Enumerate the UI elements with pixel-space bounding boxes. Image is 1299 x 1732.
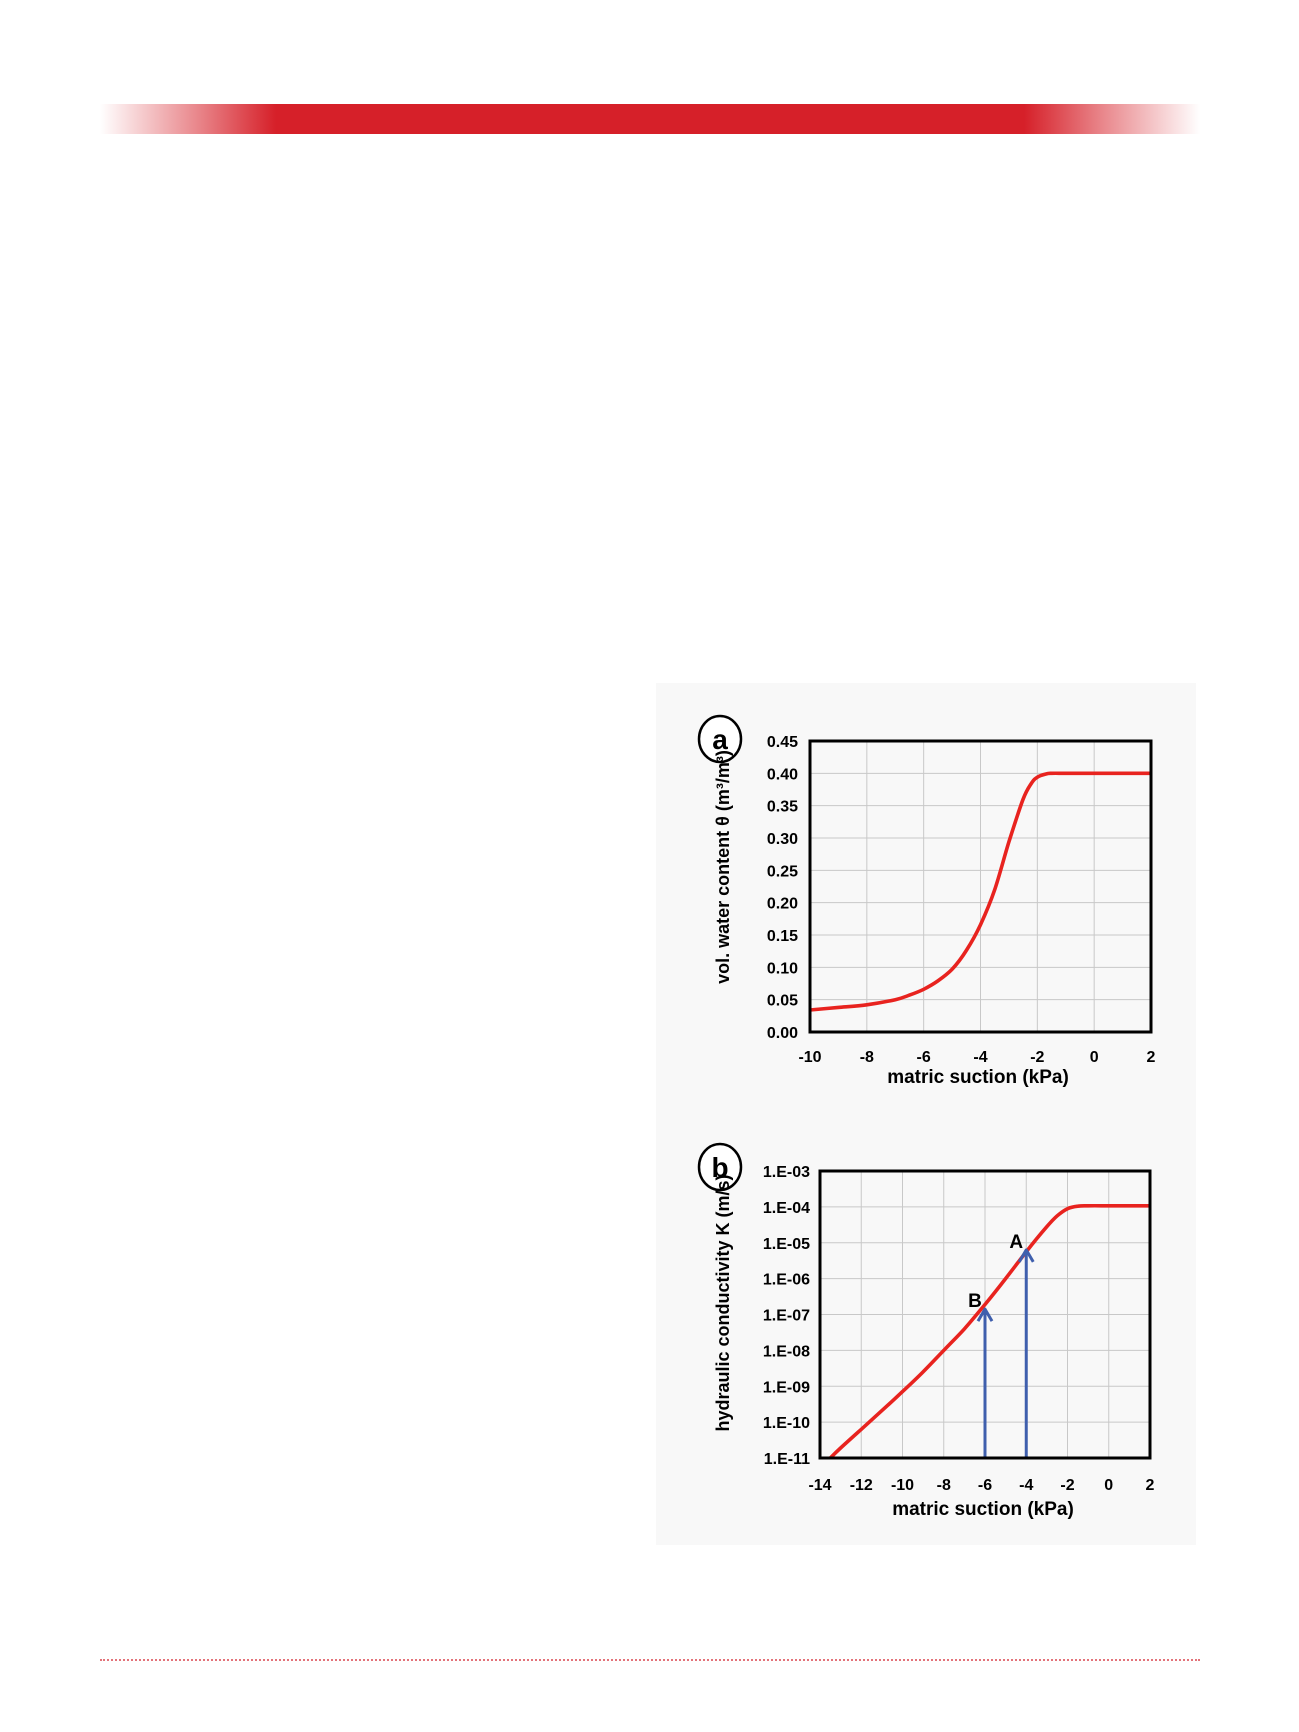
chart-a-y-tick-label: 0.25: [767, 863, 798, 880]
chart-a-x-tick-label: -6: [917, 1049, 931, 1066]
chart-a-x-tick-label: -2: [1030, 1049, 1044, 1066]
header-banner: [100, 104, 1200, 134]
chart-b-y-tick-label: 1.E-11: [764, 1451, 810, 1468]
chart-b-x-tick-label: -8: [937, 1477, 951, 1494]
chart-b-y-ticks: 1.E-11 1.E-10 1.E-09 1.E-08 1.E-07 1.E-06 1.E-…: [763, 1164, 810, 1468]
chart-a-label-circle: [697, 714, 743, 764]
chart-b-curve: [829, 1203, 1150, 1460]
chart-b-y-tick-label: 1.E-04: [763, 1200, 810, 1217]
chart-a-y-tick-label: 0.30: [767, 831, 798, 848]
chart-a-x-tick-label: 0: [1090, 1049, 1099, 1066]
chart-a-y-tick-label: 0.00: [767, 1025, 798, 1042]
annotation-b-label: B: [968, 1291, 982, 1312]
chart-a-x-tick-label: 2: [1147, 1049, 1156, 1066]
chart-a-grid: [810, 741, 1151, 1032]
chart-b-x-tick-label: -2: [1060, 1477, 1074, 1494]
chart-a-y-tick-label: 0.45: [767, 734, 798, 751]
chart-b-x-tick-label: -14: [808, 1477, 831, 1494]
chart-a-x-tick-label: -10: [798, 1049, 821, 1066]
chart-b-y-tick-label: 1.E-08: [763, 1343, 810, 1360]
chart-b-arrows: AB: [968, 1232, 1035, 1458]
chart-a-panel-label: a: [712, 724, 728, 755]
chart-b-ylabel: hydraulic conductivity K (m/s): [713, 1174, 733, 1431]
chart-b-x-ticks: -14 -12 -10 -8 -6 -4 -2 0 2: [808, 1477, 1154, 1494]
chart-a-y-tick-label: 0.15: [767, 928, 798, 945]
chart-a-frame: [808, 739, 1153, 1034]
chart-a: -10 -8 -6 -4 -2 0 2 0.000.050.100.150.200.250.…: [697, 714, 1156, 1088]
chart-a-xlabel: matric suction (kPa): [887, 1067, 1069, 1088]
chart-a-curve: [809, 771, 1151, 1012]
chart-a-y-tick-label: 0.20: [767, 896, 798, 913]
chart-b-panel-label: b: [711, 1152, 728, 1183]
arrow-a-head: [1017, 1248, 1035, 1263]
chart-b-x-tick-label: -4: [1019, 1477, 1033, 1494]
footer-dotted-rule: [100, 1659, 1200, 1661]
chart-b-x-tick-label: 0: [1104, 1477, 1113, 1494]
chart-b-x-tick-label: -12: [850, 1477, 873, 1494]
chart-b-x-tick-label: -6: [978, 1477, 992, 1494]
chart-b-label-circle: [697, 1142, 743, 1192]
chart-b-y-tick-label: 1.E-03: [763, 1164, 810, 1181]
chart-a-y-tick-label: 0.40: [767, 766, 798, 783]
chart-a-x-ticks: -10 -8 -6 -4 -2 0 2: [798, 1049, 1155, 1066]
chart-a-x-tick-label: -4: [973, 1049, 987, 1066]
chart-b-y-tick-label: 1.E-05: [763, 1236, 810, 1253]
chart-b-y-tick-label: 1.E-09: [763, 1379, 810, 1396]
annotation-a-label: A: [1009, 1232, 1023, 1253]
figure-panel: -10 -8 -6 -4 -2 0 2 0.00 0.05 0.10 0.15 0.20 0.25 0.…: [656, 683, 1196, 1545]
chart-a-y-tick-label: 0.10: [767, 960, 798, 977]
chart-b-y-tick-label: 1.E-06: [763, 1272, 810, 1289]
chart-a-y-ticks: 0.00 0.05 0.10 0.15 0.20 0.25 0.30 0.35 0.40 0.45: [767, 734, 798, 1042]
chart-b: AB -14 -12 -10 -8 -6 -4 -2 0 2 1.E-111.E-101.E-0…: [697, 1142, 1155, 1520]
chart-a-x-tick-label: -8: [860, 1049, 874, 1066]
figure-svg: -10 -8 -6 -4 -2 0 2 0.000.050.100.150.200.250.…: [697, 714, 1156, 1520]
chart-b-y-tick-label: 1.E-10: [763, 1415, 810, 1432]
chart-b-y-tick-label: 1.E-07: [763, 1308, 810, 1325]
chart-b-xlabel: matric suction (kPa): [892, 1499, 1074, 1520]
chart-a-y-tick-label: 0.35: [767, 799, 798, 816]
chart-a-ylabel: vol. water content θ (m³/m³): [713, 750, 733, 984]
chart-a-y-tick-label: 0.05: [767, 993, 798, 1010]
arrow-b-head: [976, 1307, 994, 1322]
chart-b-frame: [818, 1169, 1152, 1460]
chart-b-x-tick-label: 2: [1146, 1477, 1155, 1494]
chart-b-x-tick-label: -10: [891, 1477, 914, 1494]
